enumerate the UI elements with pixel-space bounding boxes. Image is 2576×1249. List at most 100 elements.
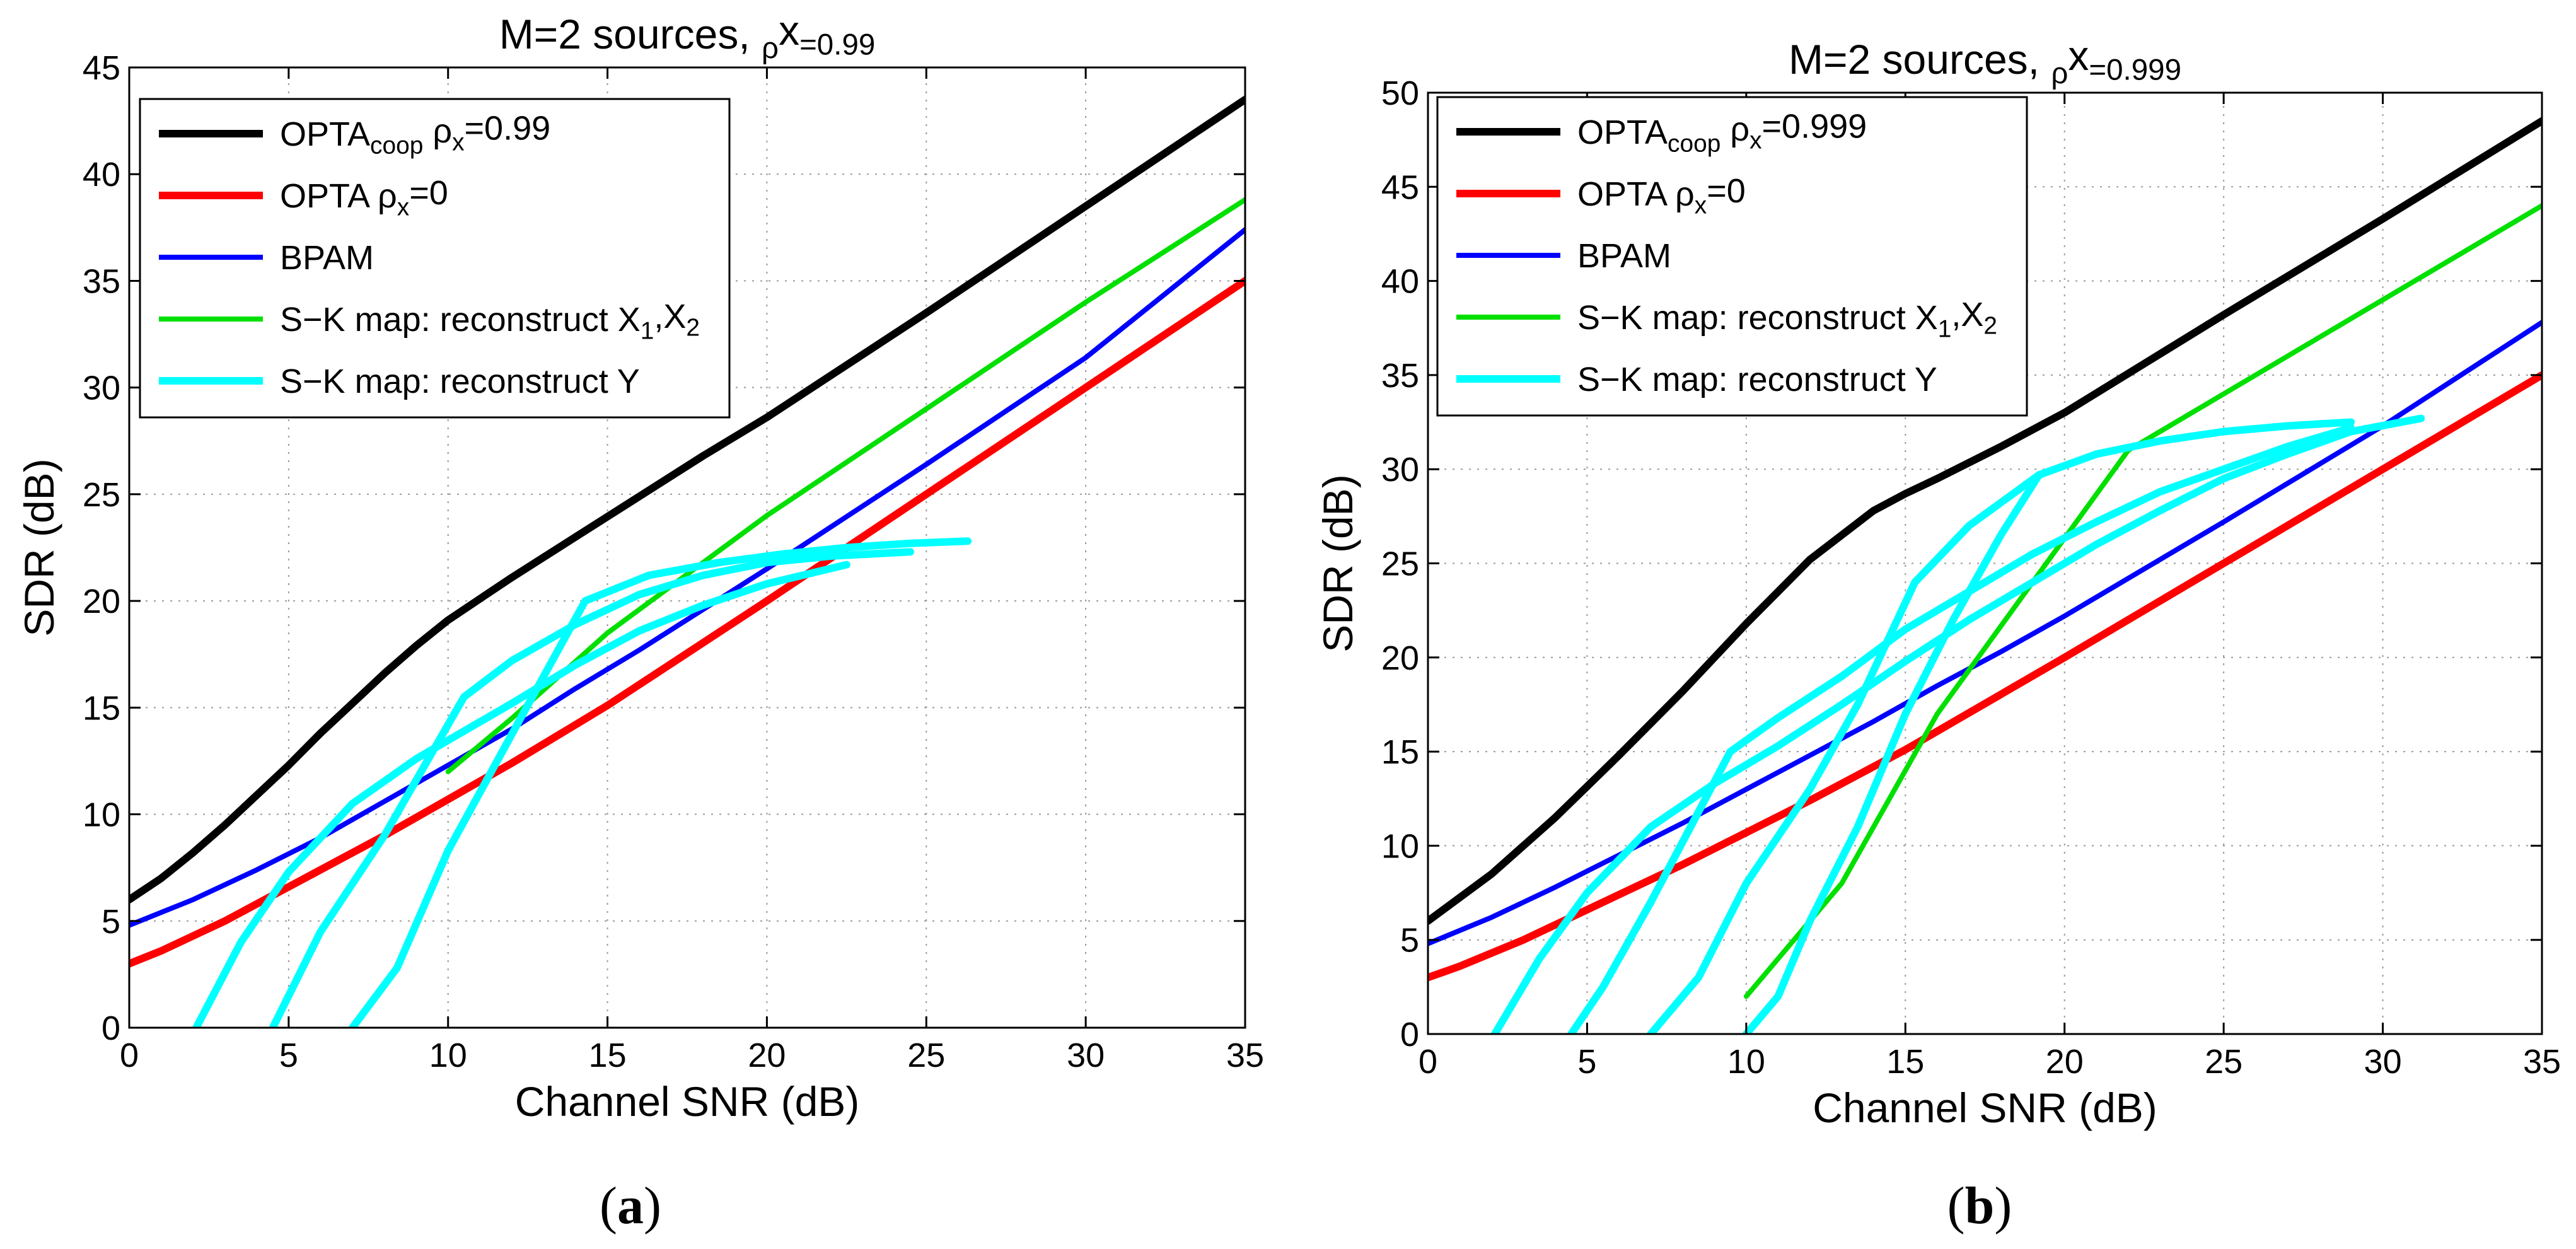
- legend-entry-label: OPTA ρx=0: [1577, 172, 1746, 219]
- legend-entry-label-part: ρ: [1720, 110, 1749, 148]
- legend-entry-label: S−K map: reconstruct Y: [280, 363, 640, 400]
- y-tick-label: 40: [1381, 263, 1419, 301]
- x-tick-label: 20: [2046, 1043, 2084, 1081]
- legend-entry-label-part: BPAM: [280, 239, 374, 277]
- series-group: [1428, 117, 2542, 1034]
- legend-entry-label-part: OPTA ρ: [280, 177, 397, 215]
- legend-entry-label: BPAM: [1577, 237, 1671, 275]
- y-axis-label: SDR (dB): [1314, 474, 1361, 652]
- series-line-0: [129, 95, 1245, 903]
- legend-entry-label-part: 1: [641, 317, 654, 344]
- legend-entry-label: OPTA ρx=0: [280, 174, 448, 221]
- series-line-2: [129, 227, 1245, 928]
- y-tick-label: 10: [83, 796, 120, 834]
- series-group: [129, 95, 1245, 1028]
- legend-entry-label-part: x: [1749, 127, 1762, 154]
- chart-title-part: =0.99: [799, 28, 875, 61]
- legend-entry-label-part: =0.999: [1762, 107, 1867, 145]
- series-line-4-curve-3: [1742, 471, 2043, 1034]
- legend-entry-label-part: coop: [370, 132, 423, 159]
- legend-entry-label-part: OPTA: [280, 115, 370, 153]
- x-tick-label: 15: [589, 1037, 627, 1074]
- y-tick-label: 20: [83, 583, 120, 620]
- x-axis-label: Channel SNR (dB): [515, 1078, 860, 1125]
- y-tick-label: 50: [1381, 74, 1419, 112]
- x-tick-label: 30: [2364, 1043, 2402, 1081]
- y-tick-label: 45: [83, 49, 120, 87]
- legend-entry-label-part: =0: [1707, 172, 1746, 210]
- x-tick-label: 15: [1886, 1043, 1924, 1081]
- y-tick-label: 5: [1400, 922, 1419, 960]
- legend-entry-label-part: S−K map: reconstruct X: [1577, 299, 1938, 337]
- legend-entry-label: S−K map: reconstruct X1,X2: [1577, 296, 1997, 342]
- legend-entry-label: OPTAcoop ρx=0.99: [280, 109, 550, 159]
- chart-title-part: M=2 sources,: [499, 11, 762, 57]
- y-tick-label: 15: [1381, 733, 1419, 771]
- panel-label: (a): [600, 1176, 661, 1235]
- x-tick-label: 5: [279, 1037, 298, 1074]
- series-line-4-curve-2: [349, 537, 972, 1028]
- x-tick-label: 30: [1067, 1037, 1105, 1074]
- y-tick-label: 5: [102, 903, 120, 941]
- x-tick-label: 20: [748, 1037, 786, 1074]
- legend-entry-label: BPAM: [280, 239, 374, 277]
- legend-entry-label: S−K map: reconstruct Y: [1577, 361, 1937, 398]
- x-tick-label: 35: [1226, 1037, 1264, 1074]
- legend-entry-label-part: ,X: [654, 298, 686, 335]
- x-axis-label: Channel SNR (dB): [1813, 1084, 2157, 1131]
- panel-label: (b): [1947, 1176, 2012, 1235]
- x-tick-label: 0: [1419, 1043, 1437, 1081]
- chart-title: M=2 sources, ρx=0.999: [1789, 32, 2181, 90]
- series-line-4-curve-0: [1491, 414, 2425, 1034]
- chart-panel-a: 0 5 10 15 20 25 30 35 0 5 10 15 20 25 30 35 40 45 Channel …: [16, 7, 1264, 1235]
- series-line-0: [1428, 117, 2542, 925]
- legend-entry-label-part: OPTA ρ: [1577, 175, 1695, 213]
- chart-title-part: M=2 sources,: [1789, 36, 2051, 83]
- legend-entry-label-part: ρ: [423, 112, 452, 150]
- panel-label-close: ): [1994, 1176, 2012, 1235]
- chart-panel-b: 0 5 10 15 20 25 30 35 0 5 10 15 20 25 30 35 40 45 50 Channe…: [1314, 32, 2561, 1235]
- y-tick-label: 0: [1400, 1016, 1419, 1054]
- chart-title-part: x: [2068, 32, 2089, 79]
- legend-entry-label-part: S−K map: reconstruct Y: [1577, 361, 1937, 398]
- x-tick-label: 25: [2205, 1043, 2242, 1081]
- legend-entry-label: S−K map: reconstruct X1,X2: [280, 298, 700, 344]
- x-tick-label: 25: [907, 1037, 945, 1074]
- y-tick-label: 45: [1381, 168, 1419, 206]
- y-tick-label: 35: [83, 262, 120, 300]
- chart-title-part: ρ: [762, 32, 779, 65]
- y-tick-label: 40: [83, 156, 120, 194]
- series-line-4-curve-0: [192, 561, 850, 1028]
- x-tick-label: 35: [2523, 1043, 2561, 1081]
- legend-entry-label-part: x: [452, 129, 465, 156]
- series-line-3: [1743, 203, 2542, 999]
- y-axis-label: SDR (dB): [16, 458, 62, 636]
- legend-entry-label-part: 2: [1983, 313, 1997, 340]
- legend-entry-label-part: coop: [1668, 130, 1720, 157]
- y-tick-label: 30: [83, 369, 120, 407]
- panel-label-letter: b: [1965, 1176, 1995, 1235]
- y-tick-label: 30: [1381, 451, 1419, 489]
- legend-entry-label-part: ,X: [1951, 296, 1983, 334]
- x-tick-label: 10: [1727, 1043, 1765, 1081]
- legend-entry-label-part: 2: [686, 315, 700, 342]
- legend-entry-label-part: OPTA: [1577, 113, 1668, 151]
- y-tick-label: 35: [1381, 357, 1419, 395]
- legend-entry-label-part: S−K map: reconstruct Y: [280, 363, 640, 400]
- series-line-3: [445, 197, 1245, 774]
- legend-entry-label: OPTAcoop ρx=0.999: [1577, 107, 1867, 157]
- panel-label-open: (: [1947, 1176, 1965, 1235]
- y-tick-label: 25: [1381, 545, 1419, 583]
- legend-entry-label-part: S−K map: reconstruct X: [280, 301, 641, 339]
- series-line-4-curve-1: [1567, 424, 2355, 1034]
- panel-label-close: ): [644, 1176, 661, 1235]
- y-tick-label: 10: [1381, 827, 1419, 865]
- legend-entry-label-part: =0.99: [465, 109, 551, 147]
- series-line-1: [1428, 371, 2542, 982]
- y-tick-label: 20: [1381, 639, 1419, 677]
- legend-entry-label-part: =0: [409, 174, 448, 212]
- chart-title: M=2 sources, ρx=0.99: [499, 7, 876, 65]
- chart-title-part: ρ: [2051, 57, 2068, 90]
- panel-label-letter: a: [617, 1176, 644, 1235]
